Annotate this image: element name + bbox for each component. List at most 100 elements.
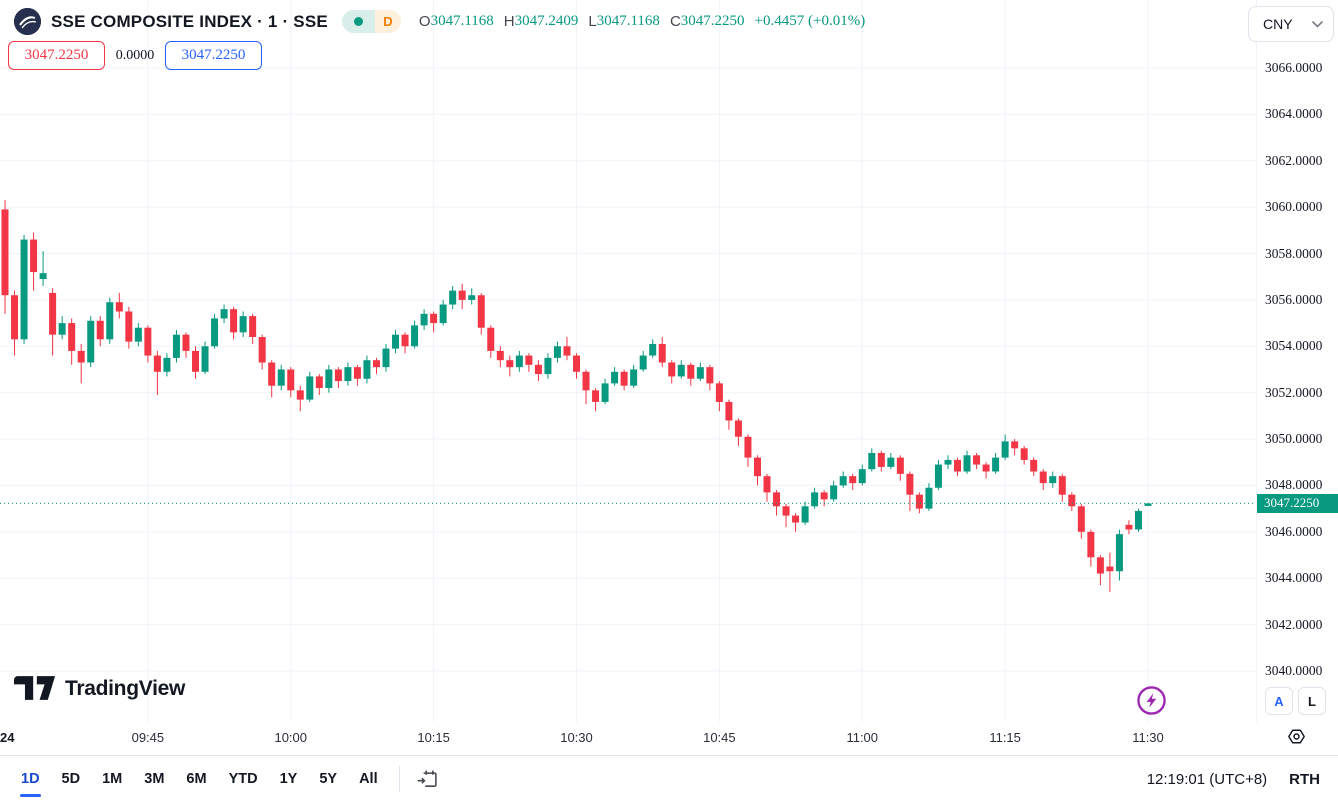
price-axis-label: 3060.0000 — [1265, 199, 1323, 215]
candle-body — [325, 369, 333, 389]
candle-body — [392, 334, 400, 349]
candle-body — [11, 295, 19, 340]
candle-body — [96, 320, 104, 340]
candle-wick — [1109, 552, 1111, 593]
currency-value: CNY — [1263, 16, 1293, 32]
candle-body — [430, 313, 438, 324]
candle-body — [30, 239, 38, 273]
candle-body — [553, 346, 561, 358]
candle-body — [201, 346, 209, 372]
low-label: L — [588, 13, 597, 30]
range-button-3m[interactable]: 3M — [135, 764, 173, 794]
candlestick-chart[interactable] — [0, 0, 1256, 722]
range-button-5y[interactable]: 5Y — [310, 764, 346, 794]
chevron-down-icon — [1312, 20, 1323, 28]
candle-body — [830, 485, 838, 500]
candle-body — [649, 343, 657, 356]
candle-body — [1087, 531, 1095, 558]
candle-body — [792, 515, 800, 523]
candle-body — [915, 494, 923, 509]
candle-body — [925, 487, 933, 509]
candle-body — [763, 476, 771, 493]
log-scale-button[interactable]: L — [1298, 687, 1326, 715]
candle-body — [468, 295, 476, 300]
range-button-6m[interactable]: 6M — [177, 764, 215, 794]
time-axis-label: 10:00 — [274, 730, 308, 745]
candle-body — [439, 304, 447, 324]
candle-body — [1049, 476, 1057, 484]
candle-body — [715, 383, 723, 402]
candle-body — [849, 476, 857, 484]
price-axis[interactable]: A L 3066.0000 3064.0000 3062.0000 3060.0000… — [1256, 0, 1338, 722]
candle-body — [801, 506, 809, 523]
market-open-dot-icon — [353, 17, 363, 26]
toolbar-divider — [398, 766, 400, 792]
price-axis-label: 3044.0000 — [1265, 570, 1323, 586]
candle-body — [582, 371, 590, 391]
candle-body — [115, 302, 123, 312]
candle-body — [1144, 503, 1152, 506]
price-axis-label: 3056.0000 — [1265, 291, 1323, 307]
candle-body — [563, 346, 571, 356]
candle-body — [192, 350, 199, 372]
candle-body — [382, 348, 390, 368]
time-axis-label: 10:15 — [417, 730, 450, 745]
open-label: O — [418, 13, 431, 30]
sell-price-button[interactable]: 3047.2250 — [8, 41, 105, 70]
session-type-button[interactable]: RTH — [1289, 770, 1320, 788]
range-button-1m[interactable]: 1M — [93, 764, 131, 794]
symbol-title[interactable]: SSE COMPOSITE INDEX · 1 · SSE — [51, 11, 328, 31]
candle-body — [153, 355, 161, 372]
candle-body — [287, 369, 295, 391]
candle-body — [1068, 494, 1076, 507]
time-axis-label: 11:30 — [1132, 730, 1164, 745]
buy-price-button[interactable]: 3047.2250 — [165, 41, 262, 70]
realtime-data-flash-icon[interactable] — [1135, 684, 1168, 717]
clock-timezone-button[interactable]: 12:19:01 (UTC+8) — [1146, 770, 1268, 788]
scales-settings-icon[interactable] — [1283, 723, 1309, 749]
time-axis[interactable]: 24 09:45 10:00 10:15 10:30 10:45 11:00 11:15 11… — [0, 722, 1338, 755]
tradingview-logo[interactable]: TradingView — [14, 675, 185, 702]
candle-body — [1115, 534, 1123, 572]
range-button-ytd[interactable]: YTD — [220, 764, 267, 794]
range-button-all[interactable]: All — [350, 764, 387, 794]
range-button-1d[interactable]: 1D — [12, 764, 49, 797]
current-price-badge: 3047.2250 — [1257, 493, 1338, 513]
candle-body — [1, 209, 9, 296]
candle-body — [934, 464, 942, 488]
go-to-date-button[interactable] — [410, 764, 444, 794]
calendar-arrow-icon — [417, 770, 437, 787]
price-axis-label: 3052.0000 — [1265, 384, 1323, 400]
auto-scale-button[interactable]: A — [1265, 687, 1293, 715]
time-axis-label: 11:15 — [989, 730, 1021, 745]
candle-body — [658, 343, 666, 363]
candle-body — [753, 457, 761, 477]
candle-body — [725, 401, 733, 421]
candle-body — [668, 362, 676, 377]
candle-body — [896, 457, 904, 474]
time-axis-label: 10:30 — [560, 730, 593, 745]
candle-body — [363, 360, 371, 379]
range-button-1y[interactable]: 1Y — [271, 764, 307, 794]
currency-select[interactable]: CNY — [1248, 6, 1334, 42]
candle-body — [315, 376, 323, 389]
candle-body — [220, 309, 228, 319]
candle-body — [839, 476, 847, 486]
candle-body — [677, 364, 685, 377]
candle-wick — [42, 251, 44, 286]
candle-body — [820, 492, 828, 500]
candle-body — [858, 469, 866, 484]
price-axis-label: 3054.0000 — [1265, 338, 1323, 354]
range-button-5d[interactable]: 5D — [53, 764, 90, 794]
interval-label: D — [374, 10, 401, 33]
candle-body — [372, 360, 380, 368]
candle-body — [906, 473, 914, 495]
candle-body — [420, 313, 428, 326]
price-axis-label: 3042.0000 — [1265, 616, 1323, 632]
candle-body — [506, 360, 514, 368]
price-axis-label: 3062.0000 — [1265, 152, 1323, 168]
candle-body — [296, 390, 304, 400]
candle-body — [163, 357, 171, 372]
time-axis-label: 10:45 — [703, 730, 736, 745]
market-status-interval-badge[interactable]: D — [341, 10, 401, 33]
